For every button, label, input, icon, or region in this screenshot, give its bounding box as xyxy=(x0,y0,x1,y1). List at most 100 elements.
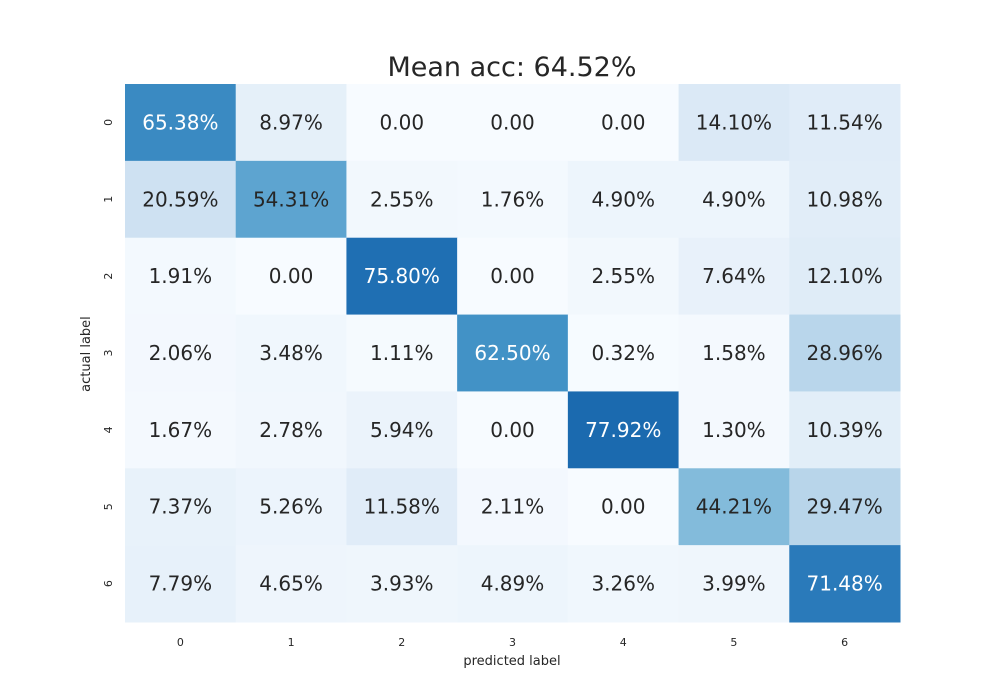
cell-label-r2-c0: 1.91% xyxy=(149,264,213,288)
cell-label-r4-c2: 5.94% xyxy=(370,418,434,442)
cell-label-r6-c1: 4.65% xyxy=(259,572,323,596)
cell-label-r5-c3: 2.11% xyxy=(481,495,545,519)
cell-label-r2-c2: 75.80% xyxy=(364,264,440,288)
cell-label-r1-c2: 2.55% xyxy=(370,187,434,211)
heatmap-cell-r0-c0 xyxy=(125,84,237,162)
heatmap-cell-r1-c6 xyxy=(789,160,901,239)
y-tick-label-5: 5 xyxy=(102,503,115,510)
cell-label-r1-c6: 10.98% xyxy=(807,187,883,211)
y-tick-label-2: 2 xyxy=(102,273,115,280)
heatmap-cell-r3-c6 xyxy=(789,314,901,392)
cell-label-r3-c2: 1.11% xyxy=(370,341,434,365)
cell-label-r3-c3: 62.50% xyxy=(474,341,550,365)
cell-label-r5-c1: 5.26% xyxy=(259,495,323,519)
heatmap-cell-r6-c6 xyxy=(789,545,901,623)
x-tick-label-6: 6 xyxy=(841,636,848,649)
heatmap-cell-r2-c0 xyxy=(125,237,237,316)
heatmap-cell-r3-c0 xyxy=(125,314,237,392)
heatmap-cell-r4-c5 xyxy=(678,391,790,469)
cell-label-r2-c5: 7.64% xyxy=(702,264,766,288)
x-axis-label: predicted label xyxy=(463,654,560,669)
cell-label-r3-c5: 1.58% xyxy=(702,341,766,365)
heatmap-cell-r2-c2 xyxy=(346,237,458,316)
cell-label-r6-c3: 4.89% xyxy=(481,572,545,596)
y-tick-label-4: 4 xyxy=(102,426,115,433)
cell-label-r1-c1: 54.31% xyxy=(253,187,329,211)
heatmap-cell-r5-c1 xyxy=(235,468,347,546)
heatmap-cell-r1-c1 xyxy=(235,160,347,239)
heatmap-cell-r5-c6 xyxy=(789,468,901,546)
cell-label-r0-c0: 65.38% xyxy=(142,110,218,134)
cell-label-r2-c6: 12.10% xyxy=(807,264,883,288)
heatmap-cell-r0-c3 xyxy=(457,84,569,162)
cell-label-r3-c0: 2.06% xyxy=(149,341,213,365)
heatmap-cell-r5-c0 xyxy=(125,468,237,546)
cell-label-r2-c1: 0.00 xyxy=(269,264,314,288)
cell-label-r4-c4: 77.92% xyxy=(585,418,661,442)
cell-label-r0-c5: 14.10% xyxy=(696,110,772,134)
heatmap-cell-r3-c3 xyxy=(457,314,569,392)
heatmap-cell-r4-c1 xyxy=(235,391,347,469)
cell-label-r5-c2: 11.58% xyxy=(364,495,440,519)
heatmap-cell-r1-c3 xyxy=(457,160,569,239)
cell-label-r3-c1: 3.48% xyxy=(259,341,323,365)
heatmap-cell-r6-c2 xyxy=(346,545,458,623)
x-tick-labels: 0 1 2 3 4 5 6 xyxy=(177,636,848,649)
x-tick-label-3: 3 xyxy=(509,636,516,649)
y-tick-label-0: 0 xyxy=(102,119,115,126)
heatmap-cell-r1-c2 xyxy=(346,160,458,239)
y-tick-label-1: 1 xyxy=(102,196,115,203)
cell-label-r4-c1: 2.78% xyxy=(259,418,323,442)
heatmap-cell-r4-c0 xyxy=(125,391,237,469)
heatmap-cell-r1-c5 xyxy=(678,160,790,239)
x-tick-label-1: 1 xyxy=(288,636,295,649)
heatmap-cell-r0-c5 xyxy=(678,84,790,162)
heatmap-cell-r0-c1 xyxy=(235,84,347,162)
cell-label-r2-c3: 0.00 xyxy=(490,264,535,288)
x-tick-label-5: 5 xyxy=(730,636,737,649)
cell-label-r1-c4: 4.90% xyxy=(591,187,655,211)
heatmap-cell-r2-c5 xyxy=(678,237,790,316)
heatmap-cell-r5-c5 xyxy=(678,468,790,546)
heatmap-cell-r3-c5 xyxy=(678,314,790,392)
heatmap-cell-r6-c3 xyxy=(457,545,569,623)
x-tick-label-0: 0 xyxy=(177,636,184,649)
cell-label-r4-c6: 10.39% xyxy=(807,418,883,442)
cell-label-r1-c3: 1.76% xyxy=(481,187,545,211)
cell-label-r5-c4: 0.00 xyxy=(601,495,646,519)
cell-label-r6-c5: 3.99% xyxy=(702,572,766,596)
cell-label-r0-c6: 11.54% xyxy=(807,110,883,134)
y-tick-labels: 0 1 2 3 4 5 6 xyxy=(102,119,115,587)
heatmap-cell-r0-c4 xyxy=(567,84,680,162)
cell-label-r5-c6: 29.47% xyxy=(807,495,883,519)
heatmap-cell-r6-c5 xyxy=(678,545,790,623)
heatmap-cell-r2-c3 xyxy=(457,237,569,316)
cell-label-r6-c4: 3.26% xyxy=(591,572,655,596)
chart-title: Mean acc: 64.52% xyxy=(387,52,636,83)
cell-label-r1-c0: 20.59% xyxy=(142,187,218,211)
y-tick-label-3: 3 xyxy=(102,350,115,357)
y-axis-label: actual label xyxy=(79,316,94,392)
cell-label-r5-c5: 44.21% xyxy=(696,495,772,519)
heatmap-cell-r4-c3 xyxy=(457,391,569,469)
cell-label-r0-c4: 0.00 xyxy=(601,110,646,134)
heatmap-cell-r5-c4 xyxy=(567,468,680,546)
cell-label-r3-c6: 28.96% xyxy=(807,341,883,365)
cell-label-r0-c2: 0.00 xyxy=(380,110,425,134)
heatmap-cell-r3-c4 xyxy=(567,314,680,392)
x-tick-label-2: 2 xyxy=(398,636,405,649)
cell-label-r0-c1: 8.97% xyxy=(259,110,323,134)
cell-label-r3-c4: 0.32% xyxy=(591,341,655,365)
heatmap-cell-r6-c0 xyxy=(125,545,237,623)
cell-label-r6-c0: 7.79% xyxy=(149,572,213,596)
y-tick-label-6: 6 xyxy=(102,580,115,587)
heatmap-cell-r4-c6 xyxy=(789,391,901,469)
heatmap-cell-r2-c4 xyxy=(567,237,680,316)
heatmap-cell-r1-c0 xyxy=(125,160,237,239)
cell-label-r0-c3: 0.00 xyxy=(490,110,535,134)
heatmap-cell-r4-c4 xyxy=(567,391,680,469)
heatmap-cell-r6-c4 xyxy=(567,545,680,623)
heatmap-cell-r4-c2 xyxy=(346,391,458,469)
heatmap-cell-r2-c1 xyxy=(235,237,347,316)
